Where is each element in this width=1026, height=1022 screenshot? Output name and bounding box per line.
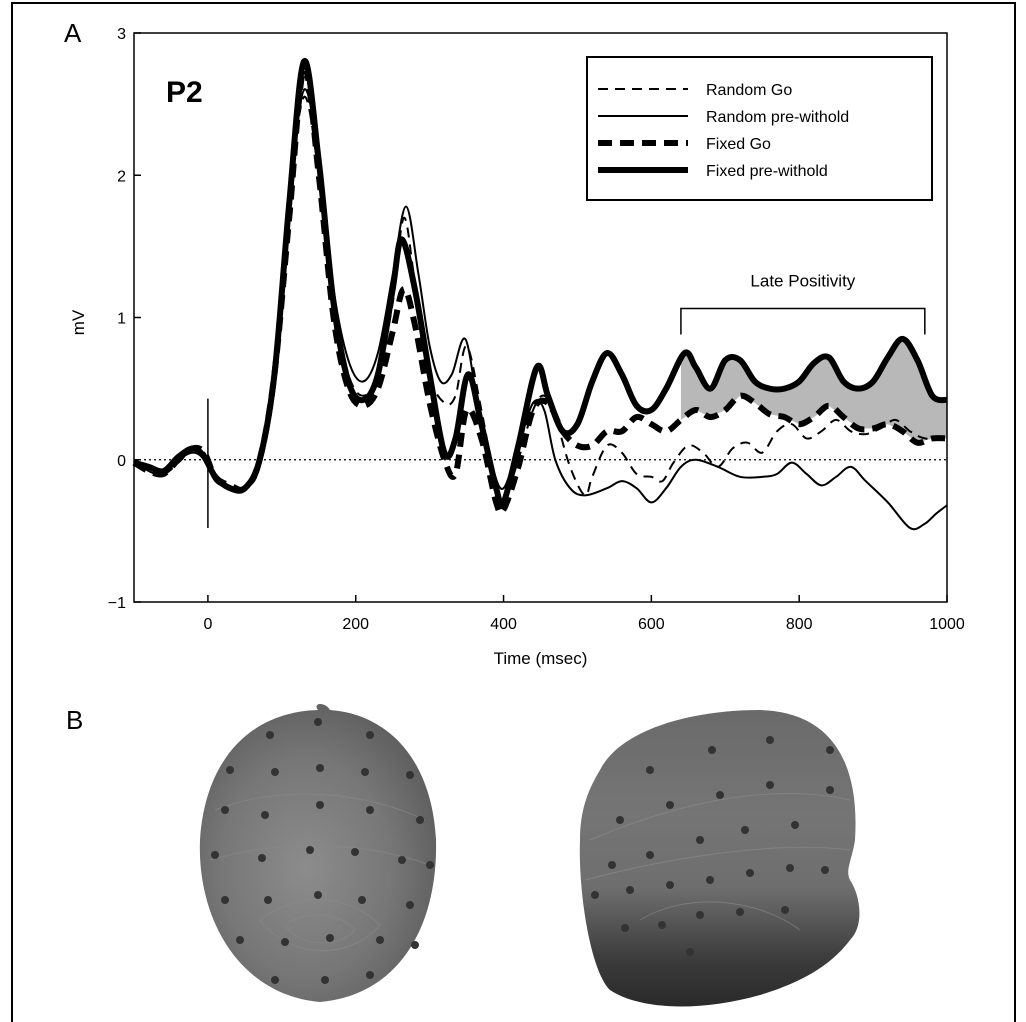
legend-label: Random pre-withold (706, 109, 849, 126)
electrode-dot (351, 848, 359, 856)
electrode-dot (376, 936, 384, 944)
electrode-dot (366, 731, 374, 739)
electrode-dot (316, 801, 324, 809)
legend-label: Fixed Go (706, 136, 771, 153)
electrode-dot (358, 896, 366, 904)
electrode-dot (361, 768, 369, 776)
electrode-dot (696, 911, 704, 919)
electrode-dot (791, 821, 799, 829)
electrode-dot (821, 866, 829, 874)
electrode-dot (626, 886, 634, 894)
electrode-dot (706, 876, 714, 884)
legend-box (586, 56, 933, 201)
electrode-dot (826, 746, 834, 754)
y-axis-label: mV (69, 309, 88, 335)
electrode-dot (646, 766, 654, 774)
electrode-dot (366, 806, 374, 814)
electrode-dot (271, 768, 279, 776)
erp-line-chart: P2 Time (msec) mV 0 200 400 600 800 1000 −1 0 1 2… (69, 26, 965, 668)
x-tick-label: 0 (203, 616, 212, 633)
electrode-dot (406, 771, 414, 779)
y-tick-label: 1 (117, 311, 126, 328)
panel-a-label: A (64, 18, 82, 48)
y-tick-label: 3 (117, 26, 126, 43)
late-positivity-annotation: Late Positivity (680, 272, 926, 335)
electrode-dot (258, 854, 266, 862)
electrode-dot (226, 766, 234, 774)
electrode-dot (666, 801, 674, 809)
x-tick-label: 800 (786, 616, 813, 633)
electrode-dot (646, 851, 654, 859)
series-line-fixed-pre-withold (133, 58, 948, 509)
x-tick-label: 200 (342, 616, 369, 633)
electrode-dot (211, 851, 219, 859)
y-tick-label: 0 (117, 453, 126, 470)
electrode-dot (411, 941, 419, 949)
y-tick-label: −1 (108, 595, 126, 612)
electrode-dot (786, 864, 794, 872)
electrode-dot (766, 736, 774, 744)
legend-label: Fixed pre-withold (706, 163, 828, 180)
electrode-dot (261, 811, 269, 819)
legend-label: Random Go (706, 82, 792, 99)
electrode-dot (366, 971, 374, 979)
electrode-dots (211, 718, 434, 984)
electrode-dot (716, 791, 724, 799)
electrode-dot (321, 976, 329, 984)
figure-frame (11, 2, 1016, 1022)
electrode-dot (666, 881, 674, 889)
electrode-dot (314, 891, 322, 899)
late-positivity-label: Late Positivity (750, 272, 855, 291)
electrode-dot (616, 816, 624, 824)
electrode-dot (658, 921, 666, 929)
electrode-dot (781, 906, 789, 914)
electrode-dot (236, 936, 244, 944)
electrode-dot (608, 861, 616, 869)
electrode-dot (266, 731, 274, 739)
x-tick-label: 400 (490, 616, 517, 633)
electrode-dot (316, 764, 324, 772)
scalp-topography-maps (199, 704, 860, 1007)
electrode-dot (314, 718, 322, 726)
electrode-dots (591, 736, 834, 956)
series-line-fixed-go (132, 65, 948, 517)
late-positivity-bracket (680, 307, 926, 335)
x-axis-label: Time (msec) (494, 649, 588, 668)
legend: Random Go Random pre-withold Fixed Go Fixed… (586, 56, 933, 201)
electrode-dot (741, 826, 749, 834)
side-view-head-map (579, 710, 860, 1007)
electrode-dot (221, 806, 229, 814)
electrode-dot (591, 891, 599, 899)
electrode-dot (398, 856, 406, 864)
electrode-dot (306, 846, 314, 854)
electrode-dot (326, 934, 334, 942)
electrode-dot (264, 896, 272, 904)
electrode-dot (826, 786, 834, 794)
electrode-dot (221, 896, 229, 904)
x-tick-label: 600 (638, 616, 665, 633)
electrode-dot (406, 901, 414, 909)
electrode-dot (736, 908, 744, 916)
electrode-dot (621, 924, 629, 932)
y-tick-label: 2 (117, 168, 126, 185)
panel-b-label: B (66, 705, 84, 735)
electrode-dot (281, 938, 289, 946)
electrode-dot (416, 816, 424, 824)
electrode-dot (686, 948, 694, 956)
shaded-late-positivity-region (680, 338, 947, 443)
electrode-dot (708, 746, 716, 754)
x-tick-label: 1000 (929, 616, 965, 633)
chart-title: P2 (166, 76, 203, 109)
electrode-dot (271, 976, 279, 984)
electrode-dot (696, 836, 704, 844)
electrode-dot (746, 869, 754, 877)
top-view-head-map (199, 704, 437, 1002)
electrode-dot (426, 861, 434, 869)
electrode-dot (766, 781, 774, 789)
